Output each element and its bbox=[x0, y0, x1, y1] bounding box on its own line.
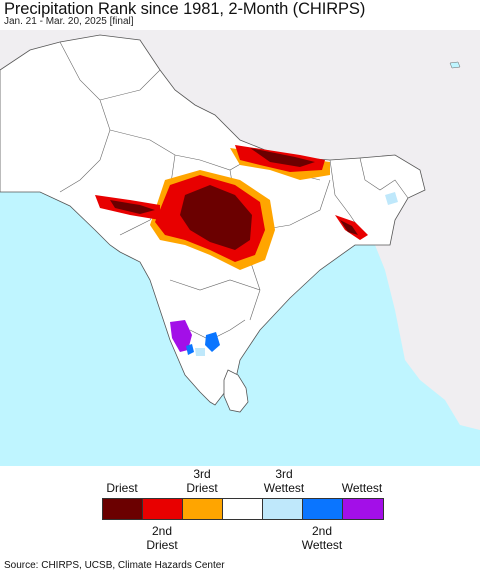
legend-label-2nd-wettest: 2nd Wettest bbox=[301, 524, 343, 552]
dry-anomalies bbox=[95, 145, 368, 270]
swatch-driest bbox=[103, 499, 143, 519]
swatch-normal bbox=[223, 499, 263, 519]
legend-label-2nd-driest: 2nd Driest bbox=[146, 524, 178, 552]
swatch-2nd-driest bbox=[143, 499, 183, 519]
sri-lanka bbox=[223, 369, 249, 413]
legend-label-driest: Driest bbox=[106, 481, 138, 495]
precipitation-rank-map bbox=[0, 30, 480, 466]
legend-label-3rd-wettest: 3rd Wettest bbox=[263, 467, 305, 495]
legend-label-3rd-driest: 3rd Driest bbox=[186, 467, 218, 495]
island-lake bbox=[449, 61, 461, 69]
map-subtitle: Jan. 21 - Mar. 20, 2025 [final] bbox=[4, 16, 134, 27]
arabian-sea bbox=[0, 192, 480, 466]
legend-label-wettest: Wettest bbox=[341, 481, 383, 495]
swatch-wettest bbox=[343, 499, 383, 519]
legend: Driest 3rd Driest 3rd Wettest Wettest 2n… bbox=[0, 466, 480, 556]
wet-anomalies bbox=[170, 192, 398, 356]
swatch-3rd-driest bbox=[183, 499, 223, 519]
source-credit: Source: CHIRPS, UCSB, Climate Hazards Ce… bbox=[4, 560, 225, 571]
swatch-2nd-wettest bbox=[303, 499, 343, 519]
map-title: Precipitation Rank since 1981, 2-Month (… bbox=[4, 0, 366, 18]
legend-swatches bbox=[102, 498, 384, 520]
swatch-3rd-wettest bbox=[263, 499, 303, 519]
